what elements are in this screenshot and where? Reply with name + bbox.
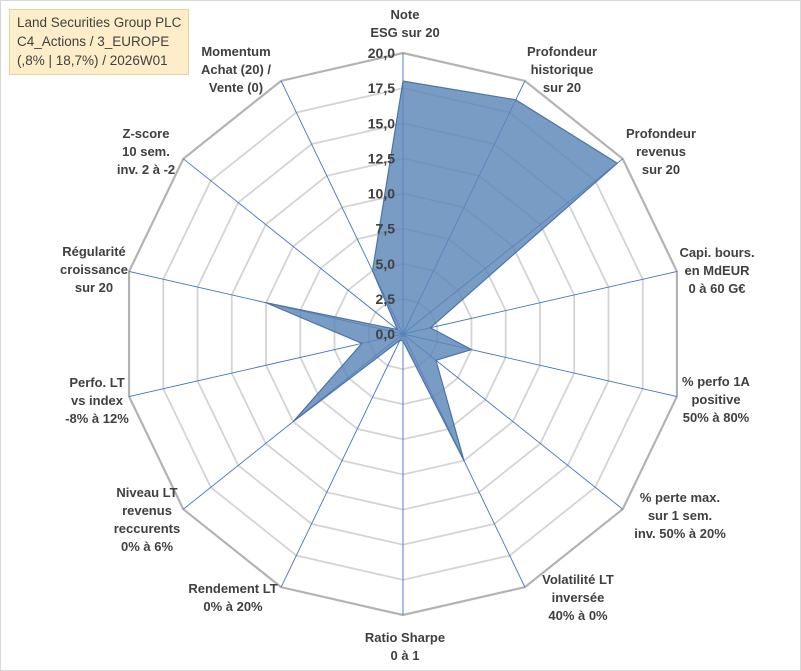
axis-label-4: Capi. bours. en MdEUR 0 à 60 G€ <box>679 245 754 296</box>
axis-label-line: 0% à 20% <box>203 599 263 614</box>
axis-label-line: -8% à 12% <box>65 411 129 426</box>
axis-label-line: sur 20 <box>75 280 113 295</box>
axis-label-line: Volatilité LT <box>542 572 614 587</box>
axis-label-line: historique <box>531 62 594 77</box>
axis-label-5: % perfo 1A positive 50% à 80% <box>682 374 751 425</box>
axis-label-line: Profondeur <box>626 126 696 141</box>
axis-label-14: Momentum Achat (20) / Vente (0) <box>201 44 271 95</box>
axis-label-line: % perte max. <box>640 490 720 505</box>
axis-label-line: revenus <box>122 503 172 518</box>
axis-label-line: 0 à 1 <box>391 648 420 663</box>
axis-label-12: Régularité croissance sur 20 <box>60 244 128 295</box>
axis-label-line: Niveau LT <box>116 485 177 500</box>
axis-spoke <box>402 271 678 335</box>
axis-label-2: Profondeur historique sur 20 <box>527 44 597 95</box>
axis-label-7: Volatilité LT inversée 40% à 0% <box>542 572 614 623</box>
axis-label-line: Achat (20) / <box>201 62 271 77</box>
chart-title-line-2: C4_Actions / 3_EUROPE <box>17 34 170 49</box>
axis-label-line: Capi. bours. <box>679 245 754 260</box>
chart-title-box: Land Securities Group PLC C4_Actions / 3… <box>9 9 190 75</box>
axis-label-11: Perfo. LT vs index -8% à 12% <box>65 375 129 426</box>
axis-label-line: 0 à 60 G€ <box>688 281 745 296</box>
chart-title-line-1: Land Securities Group PLC <box>17 15 182 30</box>
axis-label-6: % perte max. sur 1 sem. inv. 50% à 20% <box>634 490 726 541</box>
tick-label: 0,0 <box>376 326 396 342</box>
axis-label-line: positive <box>691 392 740 407</box>
axis-label-8: Ratio Sharpe 0 à 1 <box>365 630 445 663</box>
axis-label-line: Vente (0) <box>209 80 263 95</box>
axis-label-1: Note ESG sur 20 <box>370 7 439 40</box>
axis-label-line: sur 20 <box>543 80 581 95</box>
axis-label-line: Ratio Sharpe <box>365 630 445 645</box>
axis-label-line: Perfo. LT <box>69 375 124 390</box>
radial-tick-labels: 0,0 2,5 5,0 7,5 10,0 12,5 15,0 17,5 20,0 <box>368 45 395 342</box>
tick-label: 5,0 <box>376 256 396 272</box>
tick-label: 12,5 <box>368 150 395 166</box>
axis-spoke <box>183 158 404 335</box>
axis-label-line: reccurents <box>114 521 180 536</box>
axis-label-line: vs index <box>71 393 124 408</box>
axis-label-line: Régularité <box>62 244 126 259</box>
axis-label-line: inv. 50% à 20% <box>634 526 726 541</box>
tick-label: 7,5 <box>376 221 396 237</box>
axis-label-line: 10 sem. <box>122 144 170 159</box>
tick-label: 15,0 <box>368 115 395 131</box>
tick-label: 10,0 <box>368 186 395 202</box>
tick-label: 17,5 <box>368 80 395 96</box>
axis-spoke <box>128 333 404 397</box>
axis-label-line: 50% à 80% <box>683 410 750 425</box>
axis-label-line: Momentum <box>201 44 270 59</box>
axis-label-9: Rendement LT 0% à 20% <box>188 581 277 614</box>
axis-spoke <box>402 333 623 510</box>
axis-label-line: Profondeur <box>527 44 597 59</box>
axis-label-line: 40% à 0% <box>548 608 608 623</box>
axis-label-line: inv. 2 à -2 <box>117 162 175 177</box>
axis-label-line: revenus <box>636 144 686 159</box>
tick-label: 20,0 <box>368 45 395 61</box>
axis-label-line: Note <box>391 7 420 22</box>
axis-label-line: inversée <box>552 590 605 605</box>
series-area <box>265 80 619 461</box>
axis-label-line: Z-score <box>123 126 170 141</box>
axis-label-line: % perfo 1A <box>682 374 751 389</box>
axis-label-line: sur 20 <box>642 162 680 177</box>
radar-series <box>265 80 619 461</box>
chart-title-line-3: (,8% | 18,7%) / 2026W01 <box>17 53 168 68</box>
axis-labels: Note ESG sur 20 Profondeur historique sur 20… <box>60 7 755 663</box>
tick-label: 2,5 <box>376 291 396 307</box>
axis-label-line: croissance <box>60 262 128 277</box>
axis-label-line: Rendement LT <box>188 581 277 596</box>
axis-label-line: en MdEUR <box>685 263 751 278</box>
axis-label-line: ESG sur 20 <box>370 25 439 40</box>
axis-label-line: sur 1 sem. <box>648 508 712 523</box>
axis-spoke <box>280 333 404 588</box>
axis-label-13: Z-score 10 sem. inv. 2 à -2 <box>117 126 175 177</box>
axis-label-line: 0% à 6% <box>121 539 173 554</box>
axis-label-10: Niveau LT revenus reccurents 0% à 6% <box>114 485 180 554</box>
axis-label-3: Profondeur revenus sur 20 <box>626 126 696 177</box>
